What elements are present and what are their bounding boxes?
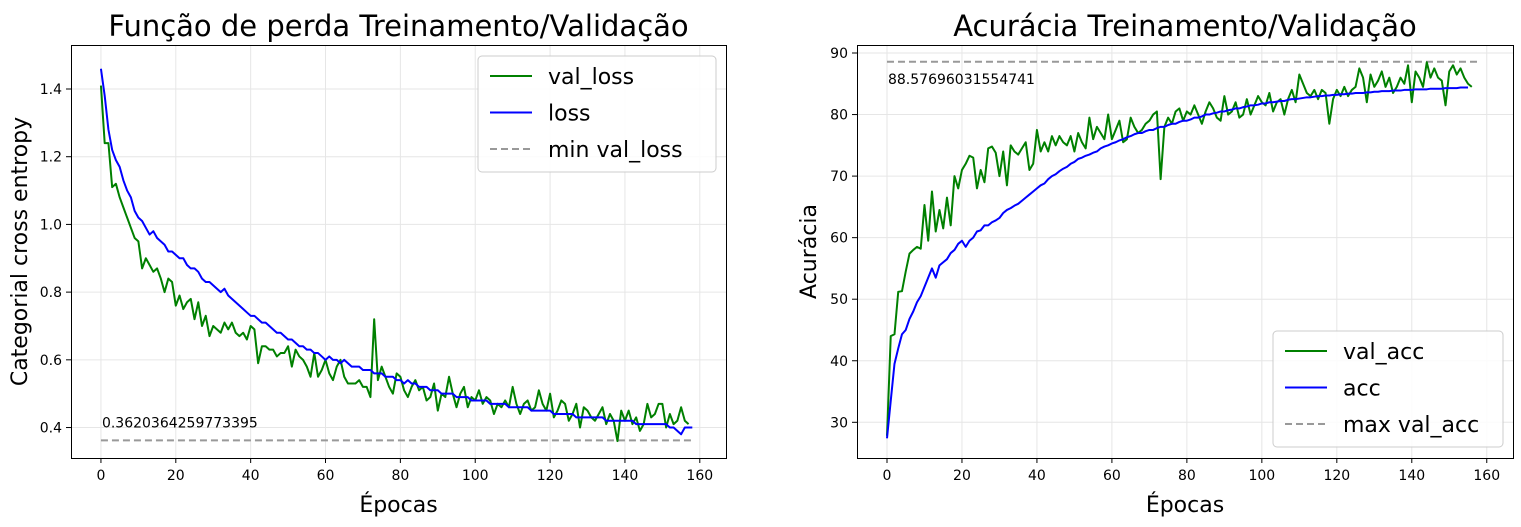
annotation-text: 0.3620364259773395 <box>102 415 258 431</box>
y-tick-label: 40 <box>830 354 848 370</box>
series-line-val-loss <box>99 85 690 443</box>
x-tick-label: 0 <box>883 468 892 484</box>
x-tick-label: 40 <box>1028 468 1046 484</box>
x-tick-label: 20 <box>953 468 971 484</box>
x-tick-label: 80 <box>1178 468 1196 484</box>
y-tick-label: 1.4 <box>40 82 62 98</box>
y-tick-label: 90 <box>830 46 848 62</box>
x-tick-label: 20 <box>167 468 185 484</box>
y-tick-label: 0.4 <box>40 421 62 437</box>
legend-label: loss <box>548 102 591 127</box>
x-tick-label: 0 <box>96 468 105 484</box>
legend-box <box>1272 330 1504 448</box>
y-tick-label: 30 <box>830 415 848 431</box>
x-axis-label: Épocas <box>1146 492 1224 518</box>
x-tick-label: 100 <box>1248 468 1275 484</box>
y-axis-label: Acurácia <box>797 204 822 299</box>
legend-label: acc <box>1343 377 1381 402</box>
y-tick-label: 0.6 <box>40 353 62 369</box>
series-line-acc <box>885 86 1469 439</box>
annotation-text: 88.57696031554741 <box>888 72 1035 88</box>
legend-box <box>477 55 717 173</box>
series-line-val-acc <box>885 61 1473 436</box>
series-line-loss <box>99 68 693 436</box>
x-axis-label: Épocas <box>359 492 437 518</box>
plot-frame <box>71 45 727 459</box>
legend-label: max val_acc <box>1343 413 1479 438</box>
x-tick-label: 140 <box>612 468 639 484</box>
y-tick-label: 1.0 <box>40 217 62 233</box>
y-axis-label: Categorial cross entropy <box>8 117 33 386</box>
x-tick-label: 120 <box>1323 468 1350 484</box>
x-tick-label: 80 <box>391 468 409 484</box>
x-tick-label: 140 <box>1398 468 1425 484</box>
x-tick-label: 60 <box>317 468 335 484</box>
chart-panel-1: 0.3620364259773395 0 20 40 60 80 100 120 140 160 0… <box>8 9 727 518</box>
legend-label: val_loss <box>548 65 634 90</box>
y-tick-label: 0.8 <box>40 285 62 301</box>
y-tick-label: 70 <box>830 169 848 185</box>
plot-frame <box>857 45 1514 459</box>
chart-panel-2: 88.57696031554741 0 20 40 60 80 100 120 140 160 30… <box>797 9 1514 518</box>
x-tick-label: 60 <box>1103 468 1121 484</box>
chart-title: Função de perda Treinamento/Validação <box>108 9 688 43</box>
legend-label: min val_loss <box>548 138 683 163</box>
x-tick-label: 40 <box>242 468 260 484</box>
x-tick-label: 100 <box>462 468 489 484</box>
chart-title: Acurácia Treinamento/Validação <box>953 9 1417 43</box>
x-tick-label: 160 <box>686 468 713 484</box>
legend-label: val_acc <box>1343 340 1424 365</box>
y-tick-label: 1.2 <box>40 150 62 166</box>
y-tick-label: 60 <box>830 231 848 247</box>
x-tick-label: 120 <box>537 468 564 484</box>
x-tick-label: 160 <box>1473 468 1500 484</box>
y-tick-label: 80 <box>830 108 848 124</box>
y-tick-label: 50 <box>830 292 848 308</box>
